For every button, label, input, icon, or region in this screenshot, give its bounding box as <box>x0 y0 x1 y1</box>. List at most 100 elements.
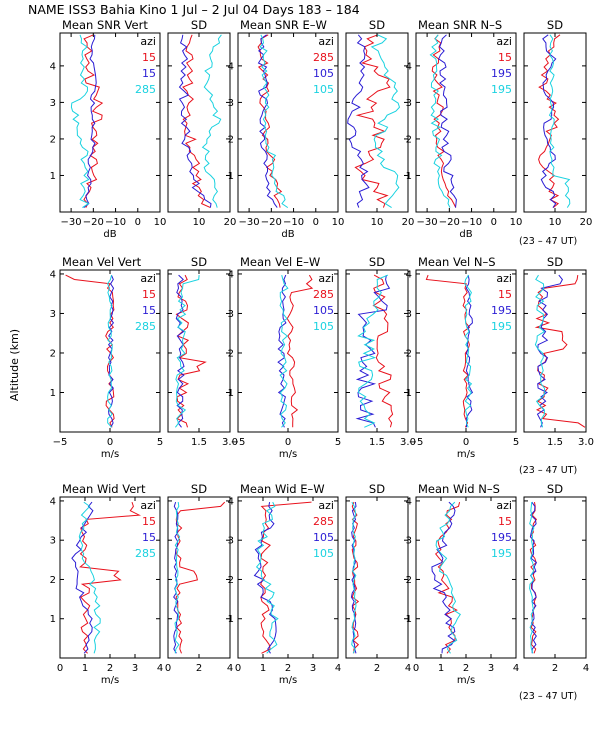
legend-entry-red: 15 <box>498 515 512 528</box>
series-line-blue <box>438 34 457 208</box>
panel-frame <box>237 32 339 213</box>
traces-vel_vert <box>65 274 115 428</box>
series-line-red <box>286 274 314 428</box>
series-line-blue <box>536 274 563 428</box>
legend-entry-cyan: 195 <box>491 547 512 560</box>
x-tick-label: 2 <box>285 663 291 674</box>
legend-entry-cyan: 195 <box>491 320 512 333</box>
panel-title: SD <box>369 18 385 32</box>
legend-entry-red: 15 <box>498 51 512 64</box>
series-line-blue <box>178 34 212 208</box>
x-tick-label: −30 <box>417 217 438 228</box>
series-line-cyan <box>548 34 571 208</box>
x-axis-label: m/s <box>279 675 297 686</box>
series-line-red <box>175 274 207 428</box>
x-axis-label: m/s <box>457 675 475 686</box>
x-tick-label: 10 <box>371 217 384 228</box>
y-tick-label: 3 <box>406 98 412 109</box>
y-tick-label: 4 <box>50 496 56 507</box>
x-tick-label: −10 <box>283 217 304 228</box>
x-tick-label: 0 <box>135 217 141 228</box>
x-tick-label: 3.0 <box>578 437 594 448</box>
y-tick-label: 2 <box>50 575 56 586</box>
y-tick-label: 1 <box>228 614 234 625</box>
y-tick-label: 1 <box>228 171 234 182</box>
x-tick-label: 1.5 <box>369 437 385 448</box>
legend-entry-red: 15 <box>142 51 156 64</box>
panel-vel_ns: 1 2 3 4 −5 0 5 Mean Vel N–S m/s azi 15 195 195 <box>406 255 520 460</box>
time-note-row3: (23 – 47 UT) <box>519 691 577 702</box>
panel-frame <box>167 32 231 213</box>
y-tick-label: 2 <box>228 134 234 145</box>
x-tick-label: 2 <box>196 663 202 674</box>
x-tick-label: −5 <box>231 437 246 448</box>
x-tick-label: 0 <box>491 217 497 228</box>
series-line-blue <box>257 34 278 208</box>
y-tick-label: 3 <box>228 536 234 547</box>
panel-frame <box>345 32 409 213</box>
x-tick-label: 0 <box>235 663 241 674</box>
x-tick-label: −20 <box>83 217 104 228</box>
x-tick-label: 1.5 <box>547 437 563 448</box>
panel-title: Mean Vel Vert <box>62 255 142 269</box>
x-tick-label: 1 <box>82 663 88 674</box>
legend-title: azi <box>140 272 156 285</box>
legend-title: azi <box>496 499 512 512</box>
y-tick-label: 2 <box>406 134 412 145</box>
series-line-cyan <box>534 274 546 428</box>
x-tick-label: 3.0 <box>222 437 238 448</box>
x-tick-label: 2 <box>107 663 113 674</box>
x-tick-label: 10 <box>332 217 345 228</box>
series-line-cyan <box>429 34 451 208</box>
x-tick-label: 0 <box>413 663 419 674</box>
x-tick-label: −30 <box>239 217 260 228</box>
y-tick-label: 4 <box>228 496 234 507</box>
legend-entry-cyan: 285 <box>135 83 156 96</box>
x-tick-label: 4 <box>335 663 341 674</box>
panel-title: SD <box>191 18 207 32</box>
series-line-red <box>425 274 471 428</box>
y-tick-label: 4 <box>406 496 412 507</box>
y-tick-label: 4 <box>50 269 56 280</box>
series-line-blue <box>347 34 370 208</box>
traces-wid_vert <box>71 501 142 654</box>
series-line-cyan <box>255 501 279 654</box>
x-tick-label: 0 <box>285 437 291 448</box>
series-line-red <box>175 501 226 654</box>
series-line-red <box>435 501 461 654</box>
panel-vel_ns_sd: 1.5 3.0 SD <box>523 255 594 448</box>
panel-snr_ew: 1 2 3 4 −30 −20 −10 0 10 Mean SNR E–W dB azi 285 105 1… <box>228 18 345 240</box>
panel-vel_ew: 1 2 3 4 −5 0 5 Mean Vel E–W m/s azi 285 105 105 <box>228 255 342 460</box>
x-tick-label: 2 <box>463 663 469 674</box>
series-line-cyan <box>174 502 181 654</box>
x-tick-label: −20 <box>261 217 282 228</box>
y-tick-label: 4 <box>228 269 234 280</box>
legend-entry-cyan: 105 <box>313 83 334 96</box>
x-tick-label: 3 <box>132 663 138 674</box>
x-axis-label: dB <box>281 229 294 240</box>
x-tick-label: 5 <box>157 437 163 448</box>
y-tick-label: 3 <box>50 536 56 547</box>
panel-vel_ew_sd: 1.5 3.0 SD <box>345 255 416 448</box>
panel-wid_ew_sd: 2 4 SD <box>345 482 411 674</box>
traces-vel_ns <box>425 274 474 428</box>
series-line-red <box>260 501 312 654</box>
series-line-blue <box>253 502 277 654</box>
panel-frame <box>59 32 161 213</box>
legend-title: azi <box>496 35 512 48</box>
x-tick-label: 20 <box>402 217 415 228</box>
legend-entry-blue: 195 <box>491 531 512 544</box>
x-tick-label: 0 <box>107 437 113 448</box>
traces-wid_ew <box>253 501 312 654</box>
x-tick-label: 10 <box>510 217 523 228</box>
y-tick-label: 1 <box>50 388 56 399</box>
series-line-cyan <box>78 501 101 654</box>
panel-wid_vert_sd: 0 2 4 SD <box>165 482 233 674</box>
panel-title: Mean Vel E–W <box>240 255 320 269</box>
series-line-blue <box>71 501 94 654</box>
x-tick-label: 0 <box>57 663 63 674</box>
panel-snr_ew_sd: 10 20 SD <box>345 18 415 228</box>
series-line-red <box>372 274 394 428</box>
panel-snr_ns: 1 2 3 4 −30 −20 −10 0 10 Mean SNR N–S dB azi 15 195 19… <box>406 18 523 240</box>
